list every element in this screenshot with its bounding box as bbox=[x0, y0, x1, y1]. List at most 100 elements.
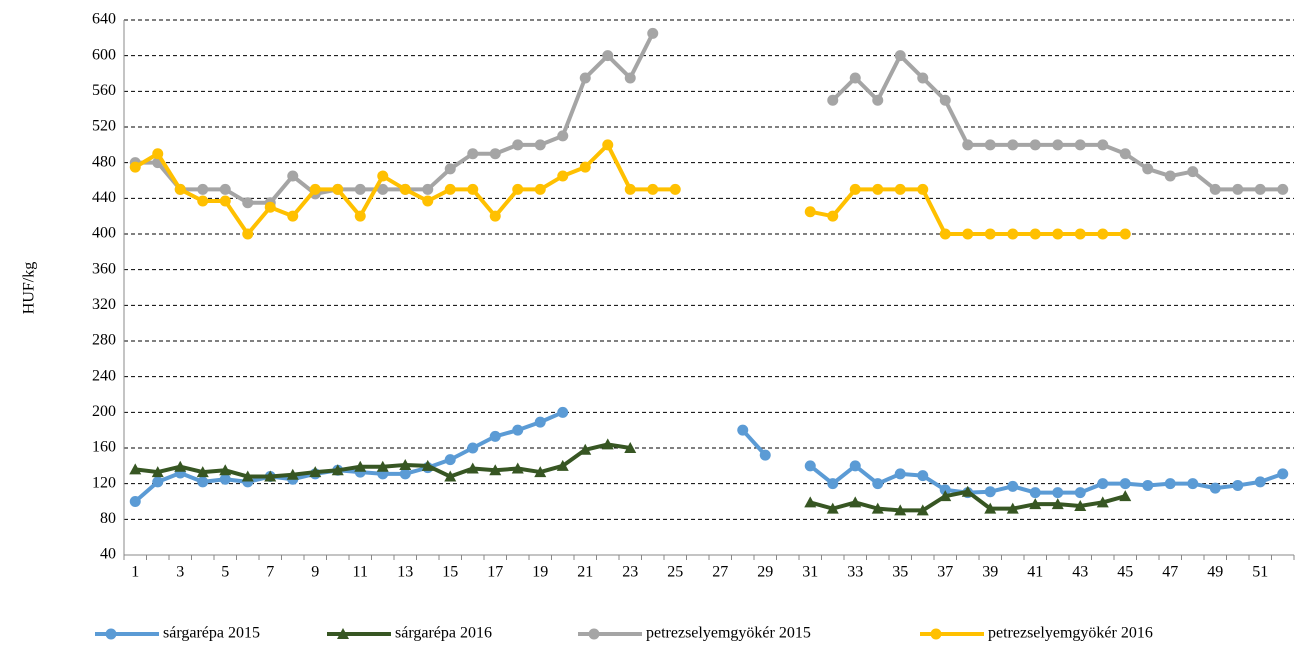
marker bbox=[242, 228, 254, 240]
y-tick-label: 600 bbox=[92, 46, 116, 63]
marker bbox=[1074, 487, 1086, 499]
marker bbox=[984, 502, 997, 514]
marker bbox=[1232, 479, 1244, 491]
marker bbox=[849, 496, 862, 508]
marker bbox=[917, 470, 929, 482]
marker bbox=[286, 468, 299, 480]
y-tick-label: 160 bbox=[92, 439, 116, 456]
y-tick-label: 280 bbox=[92, 332, 116, 349]
marker bbox=[1254, 183, 1266, 195]
marker bbox=[872, 478, 884, 490]
marker bbox=[174, 460, 187, 472]
series-line bbox=[133, 410, 1284, 504]
x-tick-label: 21 bbox=[577, 564, 593, 581]
marker bbox=[579, 443, 592, 455]
marker bbox=[1097, 139, 1109, 151]
marker bbox=[1187, 166, 1199, 178]
marker bbox=[337, 628, 349, 639]
marker bbox=[264, 201, 276, 213]
marker bbox=[331, 464, 344, 476]
x-tick-label: 11 bbox=[353, 564, 368, 581]
marker bbox=[1029, 487, 1041, 499]
marker bbox=[309, 183, 321, 195]
marker bbox=[1029, 228, 1041, 240]
marker bbox=[984, 139, 996, 151]
marker bbox=[1254, 476, 1266, 488]
marker bbox=[466, 462, 479, 474]
marker bbox=[917, 183, 929, 195]
marker bbox=[588, 628, 600, 640]
marker bbox=[129, 496, 141, 507]
marker bbox=[601, 438, 614, 450]
x-tick-label: 43 bbox=[1072, 564, 1088, 581]
marker bbox=[354, 210, 366, 222]
marker bbox=[512, 424, 524, 436]
marker bbox=[197, 476, 209, 488]
marker bbox=[196, 466, 209, 478]
marker bbox=[624, 442, 637, 453]
marker bbox=[399, 458, 412, 470]
marker bbox=[1119, 478, 1131, 490]
marker bbox=[105, 628, 117, 640]
marker bbox=[1006, 502, 1019, 514]
x-tick-label: 13 bbox=[397, 564, 413, 581]
marker bbox=[489, 148, 501, 160]
marker bbox=[377, 183, 389, 195]
y-tick-label: 240 bbox=[92, 367, 116, 384]
marker bbox=[444, 470, 457, 482]
marker bbox=[1277, 183, 1289, 195]
marker bbox=[737, 424, 749, 436]
marker bbox=[647, 27, 659, 39]
marker bbox=[1074, 499, 1087, 511]
x-tick-label: 47 bbox=[1162, 564, 1178, 581]
marker bbox=[1096, 496, 1109, 508]
marker bbox=[1142, 479, 1154, 491]
x-tick-label: 7 bbox=[266, 564, 274, 581]
marker bbox=[872, 94, 884, 106]
marker bbox=[421, 459, 434, 471]
marker bbox=[556, 459, 569, 471]
marker bbox=[534, 139, 546, 151]
marker bbox=[916, 504, 929, 516]
marker bbox=[827, 210, 839, 222]
marker bbox=[961, 485, 974, 497]
marker bbox=[1277, 468, 1289, 480]
marker bbox=[174, 183, 186, 195]
x-tick-label: 3 bbox=[176, 564, 184, 581]
x-tick-label: 1 bbox=[131, 564, 139, 581]
marker bbox=[939, 490, 952, 502]
marker bbox=[489, 210, 501, 222]
marker bbox=[557, 130, 569, 142]
marker bbox=[219, 473, 231, 485]
marker bbox=[1074, 228, 1086, 240]
marker bbox=[287, 170, 299, 182]
marker bbox=[1164, 170, 1176, 182]
x-tick-label: 45 bbox=[1117, 564, 1133, 581]
marker bbox=[894, 468, 906, 480]
marker bbox=[422, 195, 434, 207]
marker bbox=[669, 183, 681, 195]
marker bbox=[1007, 139, 1019, 151]
x-tick-label: 49 bbox=[1207, 564, 1223, 581]
marker bbox=[422, 183, 434, 195]
marker bbox=[1074, 139, 1086, 151]
marker bbox=[624, 183, 636, 195]
marker bbox=[332, 183, 344, 195]
marker bbox=[849, 72, 861, 84]
legend-label: sárgarépa 2016 bbox=[395, 625, 492, 642]
marker bbox=[624, 72, 636, 84]
x-tick-label: 41 bbox=[1027, 564, 1043, 581]
marker bbox=[939, 484, 951, 496]
marker bbox=[489, 430, 501, 442]
marker bbox=[939, 228, 951, 240]
marker bbox=[1187, 478, 1199, 490]
marker bbox=[1007, 480, 1019, 492]
marker bbox=[534, 183, 546, 195]
marker bbox=[1097, 228, 1109, 240]
marker bbox=[219, 183, 231, 195]
y-tick-label: 360 bbox=[92, 260, 116, 277]
marker bbox=[1164, 478, 1176, 490]
marker bbox=[804, 206, 816, 218]
x-tick-label: 9 bbox=[311, 564, 319, 581]
